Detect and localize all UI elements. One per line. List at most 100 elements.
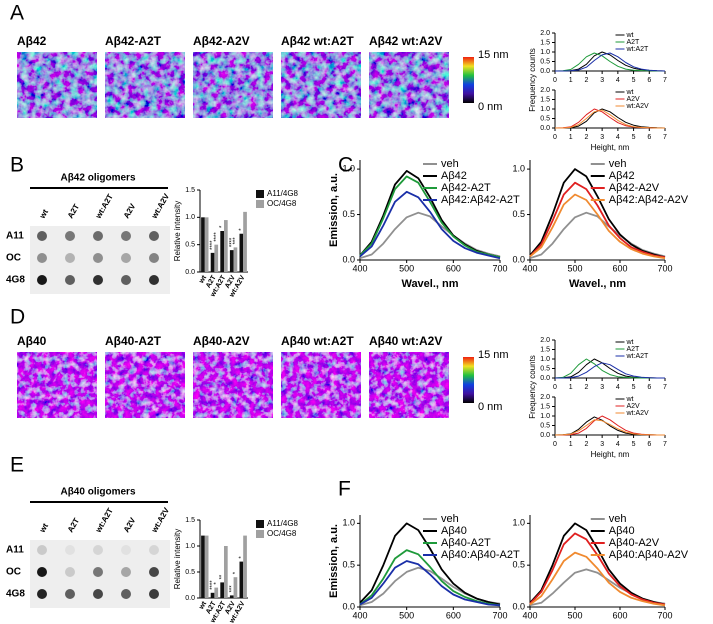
blot-dot [93,567,103,577]
y-tick-label: 1.0 [540,106,550,113]
x-tick-label: 4 [616,384,620,391]
y-tick-label: 0.5 [512,560,525,570]
x-tick-label: 2 [584,384,588,391]
x-tick-label: 5 [632,441,636,448]
x-tick-label: 1 [569,134,573,141]
blot-dot [93,253,103,263]
x-tick-label: 600 [612,263,627,273]
y-tick-label: 0.0 [185,595,195,602]
legend-label: wt [626,89,634,96]
legend-label: A2T [627,346,641,353]
x-tick-label: 2 [584,134,588,141]
legend-label: Aβ40-A2T [441,537,491,549]
afm-image [281,352,361,418]
legend-label: veh [441,158,459,170]
significance: * [239,556,245,559]
blot-dot [149,545,159,555]
panel-label: C [338,154,353,177]
column-label: wt:A2V [149,505,171,534]
x-tick-label: 600 [612,610,627,620]
image-label: Aβ42 [17,34,47,48]
x-tick-label: 0 [553,134,557,141]
legend-label: veh [609,513,627,525]
legend-label: wt:A2T [626,353,650,360]
blot-dot [121,589,131,599]
y-tick-label: 1.0 [540,356,550,363]
significance: * [220,225,226,228]
significance: **** [214,232,220,242]
afm-image [369,52,449,118]
x-tick-label: 6 [647,384,651,391]
legend-label: wt [626,396,634,403]
scale-label: 0 nm [478,101,502,113]
y-tick-label: 1.0 [342,163,355,173]
blot-dot [149,231,159,241]
blot-dot [121,231,131,241]
y-axis-title: Emission, a.u. [328,524,340,598]
x-tick-label: 4 [616,134,620,141]
legend-label: Aβ40:Aβ40-A2V [609,549,689,561]
x-tick-label: 7 [663,134,667,141]
x-tick-label: 400 [522,263,537,273]
blot-dot [37,589,47,599]
blot-dot [65,545,75,555]
image-label: Aβ40 wt:A2T [281,334,354,348]
legend-label: Aβ40 [609,525,635,537]
y-tick-label: 1.0 [540,413,550,420]
significance: *** [233,237,239,245]
significance: ** [220,574,226,579]
x-axis-title: Height, nm [591,143,630,152]
y-tick-label: 0.5 [512,209,525,219]
x-tick-label: 0 [553,384,557,391]
y-tick-label: 0.0 [540,68,550,75]
image-label: Aβ42 wt:A2V [369,34,442,48]
x-axis-title: Wavel., nm [569,278,626,290]
x-tick-label: 700 [657,263,672,273]
bar [243,535,247,598]
scale-label: 15 nm [478,349,509,361]
legend-label: OC/4G8 [267,199,297,208]
legend-label: wt:A2T [626,46,650,53]
x-tick-label: 700 [657,610,672,620]
series-line [555,52,666,72]
afm-image [193,352,273,418]
y-tick-label: 0.0 [540,375,550,382]
afm-image [105,352,185,418]
significance: * [239,228,245,231]
blot-dot [37,231,47,241]
color-scale [463,357,474,403]
y-tick-label: 1.5 [540,39,550,46]
panel-label: B [10,154,24,177]
afm-image [369,352,449,418]
column-label: A2T [66,516,81,534]
afm-image [17,52,97,118]
y-tick-label: 1.0 [185,543,195,550]
scale-label: 15 nm [478,49,509,61]
x-axis-title: Wavel., nm [401,278,458,290]
x-tick-label: 2 [584,441,588,448]
y-tick-label: 2.0 [540,394,550,401]
legend-label: veh [609,158,627,170]
series-line [359,560,501,607]
legend-label: wt:A2V [626,410,650,417]
blot-dot [93,545,103,555]
image-label: Aβ42 wt:A2T [281,34,354,48]
legend-swatch [256,520,264,528]
legend-label: Aβ42-A2V [609,182,660,194]
blot-dot [65,231,75,241]
y-axis-title: Relative intensity [173,201,182,261]
x-tick-label: 2 [584,77,588,84]
y-tick-label: 1.0 [512,163,525,173]
legend-label: Aβ40 [441,525,467,537]
blot-dot [149,589,159,599]
x-tick-label: 7 [663,384,667,391]
image-label: Aβ40-A2V [193,334,250,348]
bar [224,546,228,598]
row-label: OC [6,253,21,264]
significance: **** [229,237,235,247]
legend-swatch [256,530,264,538]
bar [220,582,224,598]
blot-dot [65,589,75,599]
y-tick-label: 0.5 [540,422,550,429]
blot-dot [93,231,103,241]
